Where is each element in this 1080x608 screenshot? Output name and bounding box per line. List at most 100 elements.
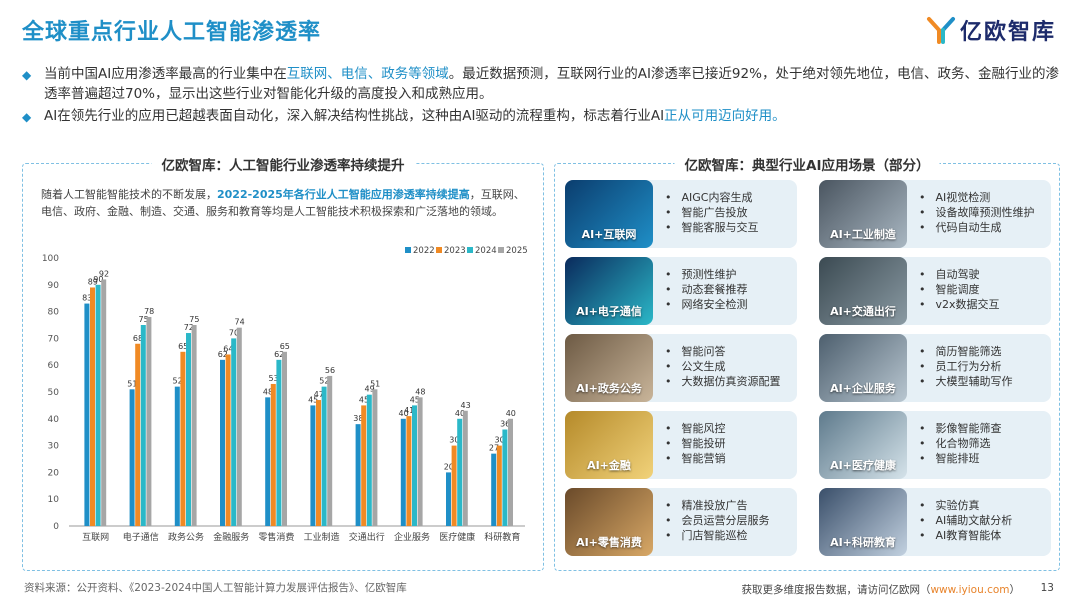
scene-card: AI+交通出行 自动驾驶智能调度v2x数据交互 bbox=[819, 257, 1051, 325]
scene-item: 影像智能筛查 bbox=[919, 421, 1002, 436]
intro-highlight: 2022-2025年各行业人工智能应用渗透率持续提高 bbox=[217, 188, 470, 201]
bullet-1-highlight: 互联网、电信、政务等领域 bbox=[286, 66, 449, 82]
bar-value-label: 40 bbox=[506, 409, 516, 418]
scene-image: AI+企业服务 bbox=[819, 334, 907, 402]
scene-item: 化合物筛选 bbox=[919, 436, 1002, 451]
x-tick-label: 政务公务 bbox=[168, 531, 204, 543]
bar-value-label: 74 bbox=[235, 318, 245, 327]
bar bbox=[361, 405, 367, 526]
scene-item: 智能排班 bbox=[919, 451, 1002, 466]
bar-value-label: 48 bbox=[263, 387, 273, 396]
brand-logo: 亿欧智库 bbox=[926, 14, 1056, 46]
y-tick-label: 20 bbox=[48, 468, 60, 478]
bullet-1: ◆ 当前中国AI应用渗透率最高的行业集中在互联网、电信、政务等领域。最近数据预测… bbox=[22, 64, 1062, 104]
bar bbox=[310, 405, 316, 526]
scene-item: 智能风控 bbox=[665, 421, 726, 436]
y-tick-label: 40 bbox=[48, 415, 60, 425]
scene-image: AI+金融 bbox=[565, 411, 653, 479]
scene-image: AI+医疗健康 bbox=[819, 411, 907, 479]
legend-label: 2022 bbox=[413, 246, 435, 256]
scene-item-list: AIGC内容生成智能广告投放智能客服与交互 bbox=[665, 190, 759, 235]
bar-value-label: 20 bbox=[444, 462, 454, 471]
legend-swatch bbox=[467, 247, 473, 253]
bar-value-label: 65 bbox=[178, 342, 188, 351]
scene-item: 实验仿真 bbox=[919, 498, 1012, 513]
logo-icon bbox=[926, 17, 955, 44]
scene-card: AI+电子通信 预测性维护动态套餐推荐网络安全检测 bbox=[565, 257, 797, 325]
legend-swatch bbox=[436, 247, 442, 253]
bar bbox=[321, 386, 327, 526]
scene-card: AI+政务公务 智能问答公文生成大数据仿真资源配置 bbox=[565, 334, 797, 402]
x-tick-label: 工业制造 bbox=[304, 531, 340, 543]
intro-text-a: 随着人工智能智能技术的不断发展， bbox=[41, 188, 217, 201]
diamond-icon: ◆ bbox=[22, 68, 32, 82]
scene-item-list: 影像智能筛查化合物筛选智能排班 bbox=[919, 421, 1002, 466]
bar-value-label: 64 bbox=[223, 344, 233, 353]
legend-swatch bbox=[405, 247, 411, 253]
scene-label: AI+企业服务 bbox=[830, 382, 896, 395]
scene-item: AI教育智能体 bbox=[919, 528, 1012, 543]
bar bbox=[129, 389, 135, 526]
scene-card: AI+金融 智能风控智能投研智能营销 bbox=[565, 411, 797, 479]
scene-item-list: 精准投放广告会员运营分层服务门店智能巡检 bbox=[665, 498, 770, 543]
scene-card: AI+科研教育 实验仿真AI辅助文献分析AI教育智能体 bbox=[819, 488, 1051, 556]
scene-item-list: 实验仿真AI辅助文献分析AI教育智能体 bbox=[919, 498, 1013, 543]
page-number: 13 bbox=[1040, 582, 1054, 594]
scene-item: 网络安全检测 bbox=[665, 297, 748, 312]
bar bbox=[174, 386, 180, 526]
bar bbox=[265, 397, 271, 526]
y-tick-label: 50 bbox=[48, 388, 60, 398]
legend-label: 2024 bbox=[475, 246, 497, 256]
scene-item: 动态套餐推荐 bbox=[665, 282, 748, 297]
scene-item-list: 预测性维护动态套餐推荐网络安全检测 bbox=[665, 267, 748, 312]
scene-item: 员工行为分析 bbox=[919, 359, 1013, 374]
bar bbox=[451, 445, 457, 526]
summary-bullets: ◆ 当前中国AI应用渗透率最高的行业集中在互联网、电信、政务等领域。最近数据预测… bbox=[22, 64, 1062, 129]
scene-label: AI+零售消费 bbox=[576, 536, 642, 549]
bullet-2-highlight: 正从可用迈向好用。 bbox=[664, 108, 786, 124]
bar bbox=[140, 325, 146, 526]
scene-item-list: AI视觉检测设备故障预测性维护代码自动生成 bbox=[919, 190, 1035, 235]
bar-value-label: 92 bbox=[99, 269, 109, 278]
bar bbox=[462, 410, 468, 526]
y-tick-label: 10 bbox=[48, 495, 60, 505]
x-tick-label: 交通出行 bbox=[349, 531, 385, 543]
scene-image: AI+交通出行 bbox=[819, 257, 907, 325]
scene-item: 会员运营分层服务 bbox=[665, 513, 770, 528]
scene-item-list: 智能风控智能投研智能营销 bbox=[665, 421, 726, 466]
bar bbox=[406, 416, 412, 526]
scene-item: 预测性维护 bbox=[665, 267, 748, 282]
scene-image: AI+政务公务 bbox=[565, 334, 653, 402]
bar bbox=[446, 472, 451, 526]
scene-label: AI+金融 bbox=[587, 459, 631, 472]
scene-card: AI+医疗健康 影像智能筛查化合物筛选智能排班 bbox=[819, 411, 1051, 479]
scenes-panel-title: 亿欧智库：典型行业AI应用场景（部分） bbox=[674, 154, 940, 174]
scene-item: 门店智能巡检 bbox=[665, 528, 770, 543]
scene-image: AI+电子通信 bbox=[565, 257, 653, 325]
scene-card: AI+企业服务 简历智能筛选员工行为分析大模型辅助写作 bbox=[819, 334, 1051, 402]
scene-item: 简历智能筛选 bbox=[919, 344, 1013, 359]
bar-value-label: 40 bbox=[455, 409, 465, 418]
bar bbox=[135, 343, 141, 526]
iyiou-link[interactable]: www.iyiou.com bbox=[930, 584, 1010, 596]
bar-value-label: 36 bbox=[500, 420, 510, 429]
bar bbox=[400, 418, 406, 526]
logo-text: 亿欧智库 bbox=[959, 20, 1056, 45]
scene-label: AI+互联网 bbox=[581, 228, 637, 241]
y-tick-label: 30 bbox=[48, 442, 60, 452]
scene-label: AI+电子通信 bbox=[576, 305, 642, 318]
bar bbox=[502, 429, 508, 526]
bar-value-label: 45 bbox=[359, 395, 369, 404]
x-tick-label: 互联网 bbox=[82, 532, 109, 543]
bar bbox=[270, 383, 276, 526]
scene-item: 智能问答 bbox=[665, 344, 781, 359]
scene-label: AI+科研教育 bbox=[830, 536, 896, 549]
bar-value-label: 75 bbox=[189, 315, 199, 324]
x-tick-label: 金融服务 bbox=[213, 531, 249, 543]
bullet-2-text-a: AI在领先行业的应用已超越表面自动化，深入解决结构性挑战，这种由AI驱动的流程重… bbox=[44, 108, 665, 124]
bar-value-label: 90 bbox=[93, 275, 103, 284]
scene-item-list: 简历智能筛选员工行为分析大模型辅助写作 bbox=[919, 344, 1013, 389]
scene-item: AI视觉检测 bbox=[919, 190, 1035, 205]
bar-value-label: 49 bbox=[365, 385, 375, 394]
bar-value-label: 27 bbox=[489, 444, 499, 453]
